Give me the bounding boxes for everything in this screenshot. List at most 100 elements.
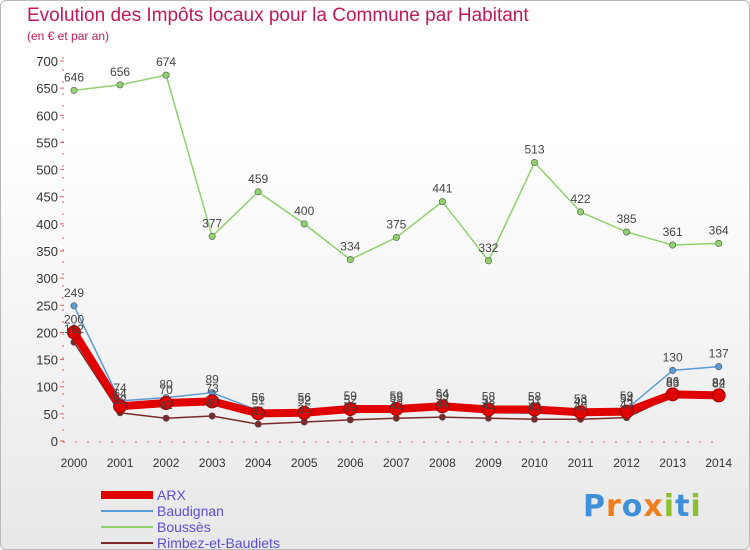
data-label: 59 <box>344 389 358 403</box>
data-label: 44 <box>436 397 450 411</box>
data-point <box>254 420 262 428</box>
data-label: 64 <box>436 386 450 400</box>
data-label: 59 <box>620 389 634 403</box>
data-label: 58 <box>528 390 542 404</box>
legend-label-rimbez-et-baudiets: Rimbez-et-Baudiets <box>157 535 280 550</box>
data-label: 35 <box>298 402 312 416</box>
x-tick-label: 2013 <box>659 456 686 470</box>
x-tick-label: 2012 <box>613 456 640 470</box>
chart-subtitle: (en € et par an) <box>27 29 110 43</box>
data-point <box>251 406 266 421</box>
data-label: 332 <box>478 241 498 255</box>
data-point <box>715 363 723 371</box>
data-point <box>711 388 726 403</box>
data-point <box>208 232 216 240</box>
chart-title: Evolution des Impôts locaux pour la Comm… <box>27 5 529 26</box>
data-point <box>162 414 170 422</box>
data-label: 83 <box>666 376 680 390</box>
legend-label-baudignan: Baudignan <box>157 503 224 519</box>
logo-letter: x <box>643 489 664 524</box>
x-tick-label: 2009 <box>475 456 502 470</box>
data-label: 46 <box>205 396 219 410</box>
legend-swatch-bousses <box>101 526 153 528</box>
data-point <box>346 256 354 264</box>
data-point <box>435 399 450 414</box>
y-tick-label: 650 <box>36 81 58 96</box>
data-point <box>438 413 446 421</box>
x-tick-label: 2010 <box>521 456 548 470</box>
data-label: 422 <box>571 192 591 206</box>
logo-letter: r <box>606 489 622 524</box>
logo-letter: t <box>675 489 691 524</box>
data-label: 58 <box>482 390 496 404</box>
data-point <box>116 81 124 89</box>
series-line-bouss-s <box>73 74 720 262</box>
logo-letter: o <box>621 489 644 524</box>
data-label: 377 <box>202 216 222 230</box>
data-point <box>162 71 170 79</box>
data-label: 74 <box>113 381 127 395</box>
data-label: 385 <box>617 212 637 226</box>
y-tick-label: 450 <box>36 190 58 205</box>
y-tick-label: 400 <box>36 217 58 232</box>
data-point <box>392 233 400 241</box>
logo-letter: i <box>663 489 676 524</box>
y-tick-label: 600 <box>36 108 58 123</box>
data-point <box>159 396 174 410</box>
y-tick-label: 200 <box>36 325 58 340</box>
data-point <box>669 366 677 374</box>
data-label: 40 <box>528 399 542 413</box>
data-label: 55 <box>390 391 404 405</box>
legend-swatch-arx <box>101 491 153 499</box>
data-point <box>438 198 446 206</box>
data-label: 51 <box>252 393 266 407</box>
y-tick-label: 150 <box>36 353 58 368</box>
x-tick-label: 2008 <box>429 456 456 470</box>
data-point <box>527 402 542 417</box>
data-label: 674 <box>156 55 176 69</box>
data-label: 182 <box>64 322 84 336</box>
data-label: 89 <box>205 373 219 387</box>
data-label: 86 <box>666 374 680 388</box>
data-label: 70 <box>159 383 173 397</box>
data-point <box>530 415 538 423</box>
legend-label-arx: ARX <box>157 487 186 503</box>
data-point <box>530 159 538 167</box>
data-label: 64 <box>113 386 127 400</box>
logo-letter: i <box>690 489 702 524</box>
data-label: 646 <box>64 70 84 84</box>
legend-label-bousses: Boussès <box>157 519 211 535</box>
data-label: 400 <box>294 204 314 218</box>
data-label: 364 <box>709 223 729 237</box>
data-label: 49 <box>574 394 588 408</box>
data-label: 73 <box>205 381 219 395</box>
data-label: 42 <box>159 398 173 412</box>
x-tick-label: 2005 <box>291 456 318 470</box>
data-point <box>205 394 220 409</box>
data-label: 31 <box>252 404 266 418</box>
data-label: 656 <box>110 65 130 79</box>
data-label: 52 <box>298 393 312 407</box>
x-tick-label: 2004 <box>245 456 272 470</box>
data-label: 52 <box>113 393 127 407</box>
legend-swatch-rimbez-et-baudiets <box>101 542 153 544</box>
y-tick-label: 0 <box>51 434 58 449</box>
data-label: 42 <box>482 398 496 412</box>
data-label: 56 <box>252 391 266 405</box>
data-point <box>484 257 492 265</box>
data-label: 40 <box>574 399 588 413</box>
data-point <box>70 86 78 94</box>
x-tick-label: 2014 <box>705 456 732 470</box>
data-label: 52 <box>344 393 358 407</box>
data-point <box>343 401 358 416</box>
x-tick-label: 2007 <box>383 456 410 470</box>
data-label: 137 <box>709 347 729 361</box>
x-tick-label: 2002 <box>153 456 180 470</box>
data-point <box>669 241 677 249</box>
data-point <box>623 228 631 236</box>
data-label: 441 <box>432 182 452 196</box>
data-point <box>715 239 723 247</box>
x-tick-label: 2001 <box>107 456 134 470</box>
data-point <box>619 404 634 419</box>
data-point <box>67 325 81 340</box>
